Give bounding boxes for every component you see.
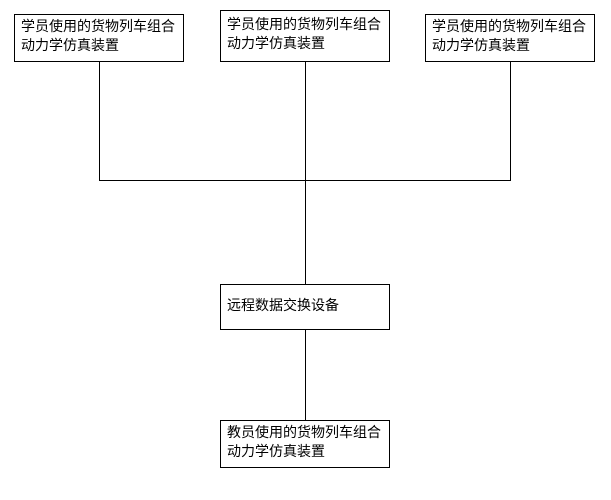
node-student2: 学员使用的货物列车组合动力学仿真装置: [220, 10, 390, 62]
edge-segment: [305, 62, 306, 285]
node-student1: 学员使用的货物列车组合动力学仿真装置: [14, 14, 184, 62]
edge-segment: [510, 62, 511, 181]
node-exchange: 远程数据交换设备: [220, 284, 390, 330]
edge-segment: [99, 62, 100, 181]
edge-segment: [305, 180, 511, 181]
diagram-canvas: 学员使用的货物列车组合动力学仿真装置学员使用的货物列车组合动力学仿真装置学员使用…: [0, 0, 611, 500]
edge-segment: [305, 330, 306, 421]
edge-segment: [99, 180, 306, 181]
node-teacher: 教员使用的货物列车组合动力学仿真装置: [220, 420, 390, 468]
node-student3: 学员使用的货物列车组合动力学仿真装置: [425, 14, 595, 62]
